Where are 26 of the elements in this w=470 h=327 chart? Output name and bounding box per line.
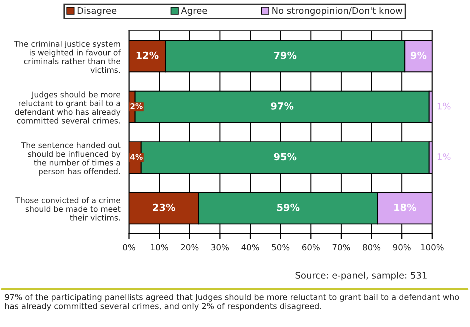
legend-label: Disagree [78,7,117,16]
data-label: 79% [274,52,297,60]
x-tick-label: 40% [242,244,260,251]
x-tick-label: 10% [151,244,168,251]
x-tick-label: 30% [212,244,229,251]
data-label: 97% [271,102,294,110]
x-tick-label: 70% [332,244,350,251]
source-note: Source: e-panel, sample: 531 [296,272,427,281]
data-label: 95% [274,153,297,161]
x-tick-label: 100% [421,244,444,251]
x-tick-label: 90% [393,244,411,251]
text: 97% of the participating panellists agreed that Judges should be more reluctant to grant bail to a defendant who has already committed several crimes, and only 2% of respondents disagreed. [5,294,460,311]
x-tick-label: 60% [302,244,320,251]
data-label: 1% [438,154,451,160]
x-tick-label: 0% [123,244,136,251]
legend-label: Agree [181,8,208,16]
legend-label: No strongopinion/Don't know [272,7,403,16]
data-label: 12% [136,52,159,60]
data-label: 23% [153,204,176,212]
x-tick-label: 50% [272,244,290,251]
data-label: 59% [278,204,300,212]
data-label: 18% [394,204,416,212]
x-tick-label: 20% [181,244,199,251]
x-tick-label: 80% [363,244,381,251]
data-label: 1% [438,102,451,110]
data-label: 9% [411,52,427,60]
